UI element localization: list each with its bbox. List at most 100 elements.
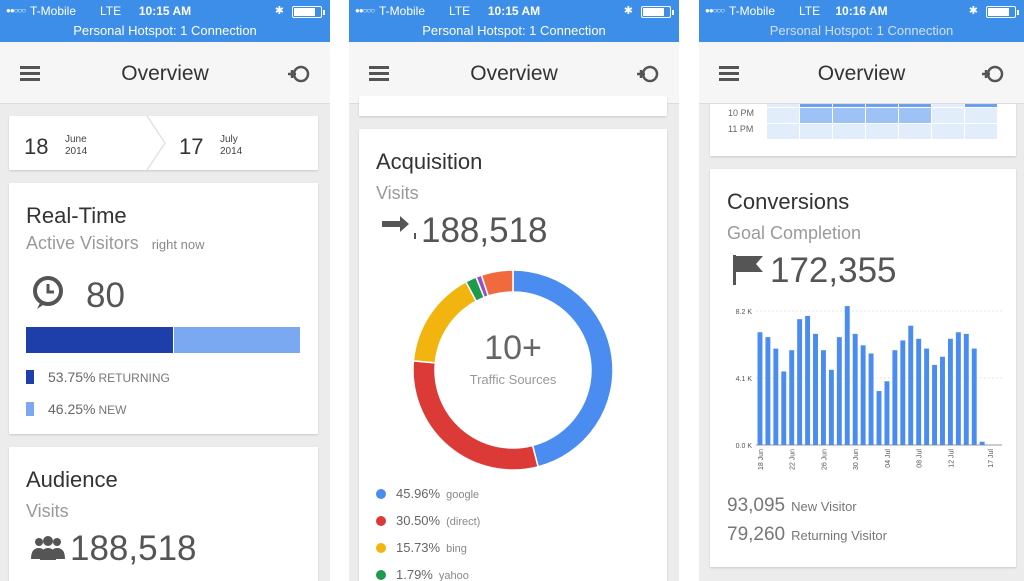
menu-icon[interactable] [719,66,739,82]
battery-icon [292,6,325,18]
hotspot-banner[interactable]: Personal Hotspot: 1 Connection [73,23,257,38]
conversions-bar-chart[interactable]: 8.2 K 4.1 K 0.0 K 18 Jun 22 Jun 26 Jun 30 Jun 0… [710,305,1016,485]
segment-add-icon[interactable] [635,64,661,84]
chart-bar[interactable] [820,350,826,445]
heatmap-cell [965,124,997,139]
carrier-name: T-Mobile [379,4,426,18]
heatmap-cell [866,104,898,107]
heatmap-cell [833,108,865,123]
chart-bar[interactable] [868,353,874,445]
end-month-year: July 2014 [220,134,243,157]
returning-visitor-stat: 79,260 Returning Visitor [727,524,887,545]
acquisition-subtitle: Visits [376,183,419,203]
y-tick-label: 0.0 K [736,443,753,450]
chart-bar[interactable] [852,333,858,445]
chart-bar[interactable] [932,364,938,445]
chart-bar[interactable] [924,348,930,445]
realtime-title: Real-Time [26,203,127,228]
segment-add-icon[interactable] [980,64,1006,84]
chart-bar[interactable] [892,350,898,445]
chart-bar[interactable] [813,333,818,445]
carrier-name: T-Mobile [30,4,77,18]
traffic-sources-donut[interactable] [411,268,615,472]
heatmap-grid [767,96,997,142]
goal-completion-value: 172,355 [770,251,897,290]
chart-bar[interactable] [844,306,850,445]
new-bar-segment [174,327,300,353]
audience-subtitle: Visits [26,501,69,521]
heatmap-cell [932,104,964,107]
source-google[interactable]: 45.96% google [376,486,479,501]
new-legend: 46.25% NEW [26,401,126,417]
realtime-subtitle: Active Visitors right now [26,233,205,253]
returning-legend: 53.75% RETURNING [26,369,170,385]
direct-dot [376,516,386,526]
bluetooth-icon: ✱ [968,5,978,17]
signal-strength-icon: ●●○○○ [355,6,375,15]
chart-bar[interactable] [947,338,953,445]
conversions-subtitle: Goal Completion [727,223,862,243]
status-time: 10:15 AM [487,4,541,18]
traffic-arrows-icon [382,216,416,239]
realtime-card[interactable]: Real-Time Active Visitors right now 80 5… [9,183,318,434]
battery-icon [641,6,674,18]
chart-bar[interactable] [828,369,834,445]
active-visitors-value: 80 [86,276,125,315]
chart-bar[interactable] [836,337,842,445]
phone-screen-overview-3: ●●○○○ T-Mobile LTE 10:16 AM ✱ Personal H… [699,0,1024,581]
chart-bar[interactable] [971,348,977,445]
chart-bar[interactable] [860,345,866,445]
bluetooth-icon: ✱ [274,5,284,17]
chart-bar[interactable] [900,340,906,445]
chart-bar[interactable] [765,337,771,445]
date-range-selector[interactable]: 18 June 2014 17 July 2014 [9,116,318,170]
donut-slice-google[interactable] [512,269,614,468]
hotspot-banner[interactable]: Personal Hotspot: 1 Connection [422,23,606,38]
chart-bar[interactable] [805,315,811,445]
source-direct[interactable]: 30.50% (direct) [376,513,480,528]
chart-bar[interactable] [940,356,945,445]
segment-add-icon[interactable] [286,64,312,84]
audience-title: Audience [26,467,118,492]
status-time: 10:15 AM [138,4,192,18]
chart-bar[interactable] [908,325,914,445]
new-visitor-stat: 93,095 New Visitor [727,495,857,516]
x-tick-label: 26 Jun [821,449,828,470]
audience-card[interactable]: Audience Visits 188,518 [9,447,318,581]
page-title: Overview [817,62,906,85]
chart-bar[interactable] [773,348,779,445]
menu-icon[interactable] [369,66,389,82]
chart-bar[interactable] [979,441,985,445]
clock-icon [33,276,63,309]
chart-bar[interactable] [955,332,961,445]
hourly-heatmap-card[interactable]: 10 PM 11 PM [710,96,1016,156]
donut-center-value: 10+ [484,329,542,367]
status-bar: ●●○○○ T-Mobile LTE 10:15 AM ✱ Personal H… [0,0,330,42]
chart-bar[interactable] [781,371,787,445]
chart-bar[interactable] [963,333,969,445]
heatmap-cell [965,104,997,107]
chart-bar[interactable] [884,381,890,445]
y-tick-label: 4.1 K [736,376,753,383]
heatmap-cell [932,108,964,123]
status-bar: ●●○○○ T-Mobile LTE 10:16 AM ✱ Personal H… [699,0,1024,42]
acquisition-card[interactable]: Acquisition Visits 188,518 10+ Traffic S… [359,129,667,581]
source-yahoo[interactable]: 1.79% yahoo [376,567,469,581]
conversions-card[interactable]: Conversions Goal Completion 172,355 8.2 … [710,169,1016,567]
chart-bar[interactable] [797,319,803,445]
chart-bar[interactable] [916,338,922,445]
phone-screen-overview-1: ●●○○○ T-Mobile LTE 10:15 AM ✱ Personal H… [0,0,330,581]
heatmap-cell [866,124,898,139]
source-bing[interactable]: 15.73% bing [376,540,467,555]
audience-visits-value: 188,518 [70,529,197,568]
acquisition-title: Acquisition [376,149,483,174]
donut-slice-other-1[interactable] [480,269,514,297]
conversions-title: Conversions [727,189,850,214]
menu-icon[interactable] [20,66,40,82]
chart-bar[interactable] [789,350,795,445]
hotspot-banner[interactable]: Personal Hotspot: 1 Connection [769,23,954,38]
x-tick-label: 17 Jul [988,449,995,468]
status-bar: ●●○○○ T-Mobile LTE 10:15 AM ✱ Personal H… [349,0,679,42]
chart-bar[interactable] [876,391,882,445]
chart-bar[interactable] [757,332,763,445]
